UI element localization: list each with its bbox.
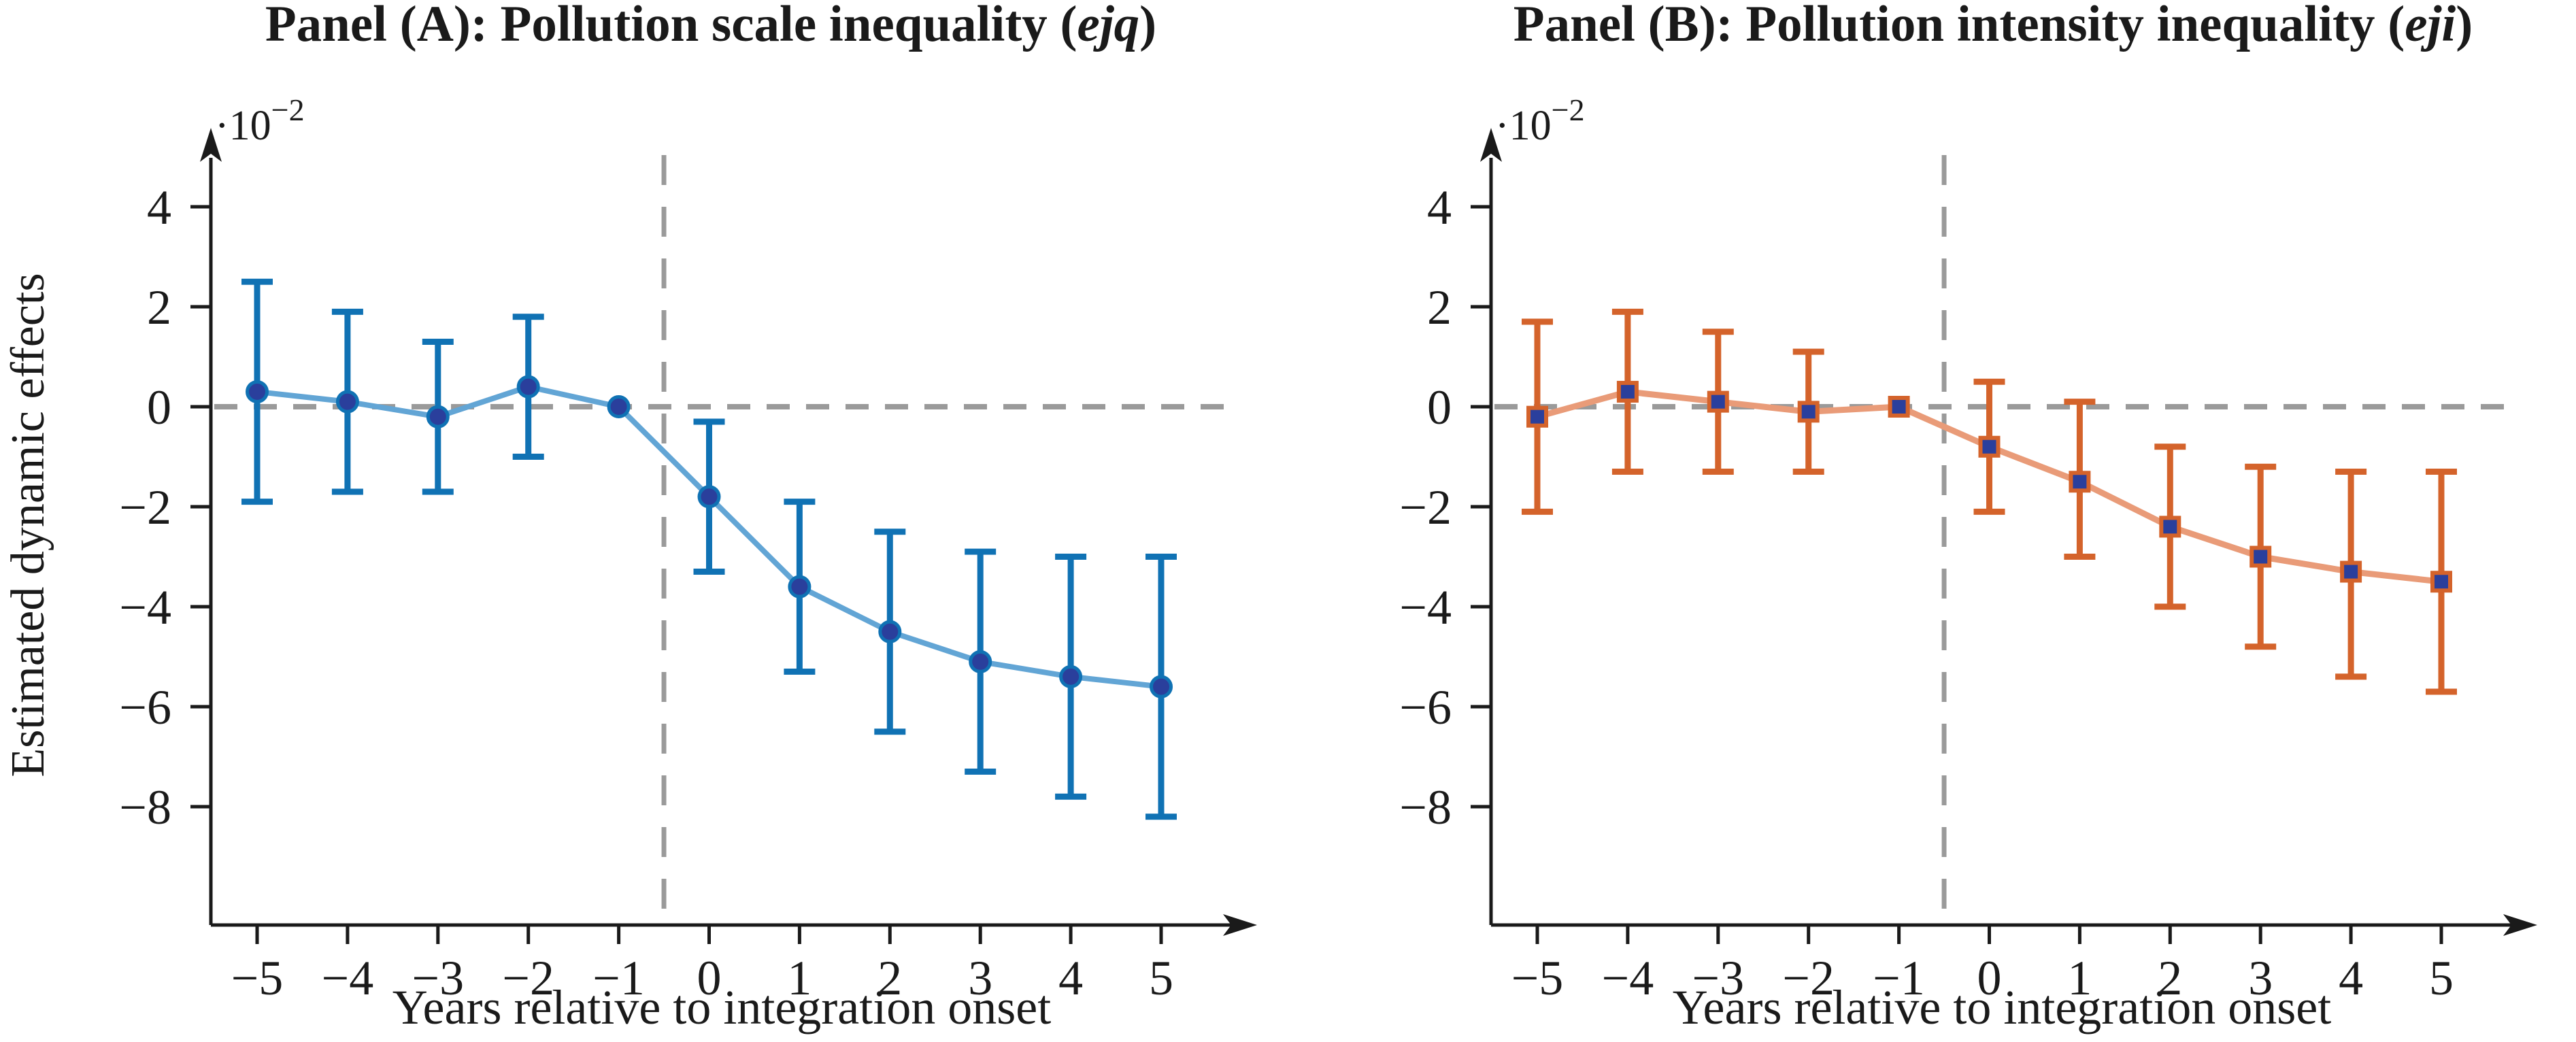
data-point-marker: [1059, 665, 1083, 688]
markers: [246, 375, 1173, 699]
data-point-marker: [697, 485, 721, 509]
x-axis-title: Years relative to integration onset: [392, 980, 1051, 1035]
data-point-marker: [2340, 560, 2362, 583]
data-point-marker: [878, 620, 902, 643]
data-point-marker: [2159, 516, 2181, 538]
y-tick-label: 4: [147, 180, 171, 235]
data-point-marker: [1150, 675, 1173, 699]
x-tick-label: −2: [1782, 951, 1835, 1005]
y-tick-label: 2: [1427, 280, 1452, 335]
x-tick-label: 1: [787, 951, 812, 1005]
x-axis-title: Years relative to integration onset: [1673, 980, 2331, 1035]
data-point-marker: [335, 390, 359, 414]
markers: [1526, 380, 2452, 593]
x-tick-label: 2: [877, 951, 902, 1005]
x-tick-label: 5: [2429, 951, 2454, 1005]
x-axis-arrow-icon: [2503, 914, 2537, 936]
x-tick-label: −1: [592, 951, 645, 1005]
y-axis-arrow-icon: [1480, 128, 1502, 162]
x-tick-label: 4: [1058, 951, 1083, 1005]
data-point-marker: [1797, 401, 1820, 423]
y-tick-label: 2: [147, 280, 171, 335]
data-point-marker: [2249, 545, 2272, 568]
x-tick-label: −1: [1873, 951, 1925, 1005]
x-tick-label: −3: [1692, 951, 1744, 1005]
data-point-marker: [1526, 405, 1548, 428]
x-tick-label: 3: [2248, 951, 2273, 1005]
panel-title: Panel (B): Pollution intensity inequalit…: [1513, 0, 2473, 52]
x-tick-label: 2: [2158, 951, 2182, 1005]
data-point-marker: [1616, 380, 1639, 403]
data-point-marker: [788, 575, 812, 599]
y-tick-label: −6: [119, 680, 171, 735]
data-point-marker: [246, 380, 269, 403]
y-axis-title: Estimated dynamic effects: [2, 273, 54, 777]
data-point-marker: [516, 375, 540, 399]
y-tick-label: 4: [1427, 180, 1452, 235]
error-bars: [241, 278, 1177, 820]
y-tick-label: −4: [1399, 580, 1452, 635]
data-point-marker: [607, 395, 631, 418]
y-tick-label: −4: [119, 580, 171, 635]
y-tick-label: −8: [119, 780, 171, 835]
y-tick-label: −2: [1399, 480, 1452, 535]
y-axis-scale-exponent: ·10−2: [1495, 93, 1585, 149]
data-point-marker: [1978, 435, 2001, 458]
y-tick-label: −2: [119, 480, 171, 535]
x-tick-label: 5: [1149, 951, 1173, 1005]
panel-b: 4 2 0 −2 −4 −6 −8 −5 −4 −3 −2 −1 0 1 2 3 4 5 Panel (B): Po…: [1399, 0, 2537, 1035]
x-tick-label: −5: [1511, 951, 1564, 1005]
x-tick-label: 1: [2067, 951, 2092, 1005]
x-axis-arrow-icon: [1223, 914, 1257, 936]
data-point-marker: [2069, 471, 2091, 493]
data-point-marker: [2430, 571, 2452, 593]
x-tick-label: −4: [322, 951, 374, 1005]
data-point-marker: [969, 650, 992, 673]
x-tick-label: −3: [412, 951, 464, 1005]
x-tick-label: −4: [1602, 951, 1654, 1005]
data-point-marker: [1888, 396, 1910, 418]
y-axis-arrow-icon: [200, 128, 222, 162]
y-tick-label: 0: [147, 380, 171, 435]
axes: 4 2 0 −2 −4 −6 −8 −5 −4 −3 −2 −1 0 1 2 3 4 5: [1399, 128, 2537, 1005]
data-point-marker: [1707, 390, 1729, 413]
y-axis-scale-exponent: ·10−2: [215, 93, 305, 149]
panel-title: Panel (A): Pollution scale inequality (e…: [265, 0, 1156, 52]
x-tick-label: 0: [697, 951, 722, 1005]
x-tick-label: −5: [231, 951, 284, 1005]
y-tick-label: −6: [1399, 680, 1452, 735]
y-tick-label: −8: [1399, 780, 1452, 835]
x-tick-label: 4: [2339, 951, 2363, 1005]
error-bars: [1522, 308, 2457, 695]
x-tick-label: −2: [502, 951, 554, 1005]
axes: 4 2 0 −2 −4 −6 −8 −5 −4 −3 −2 −1 0 1 2 3 4 5: [119, 128, 1257, 1005]
y-tick-label: 0: [1427, 380, 1452, 435]
data-point-marker: [426, 405, 450, 428]
x-tick-label: 3: [968, 951, 992, 1005]
x-tick-label: 0: [1977, 951, 2002, 1005]
panel-a: 4 2 0 −2 −4 −6 −8 −5 −4 −3 −2 −1 0 1 2 3 4 5 Panel (A): Po…: [2, 0, 1257, 1035]
